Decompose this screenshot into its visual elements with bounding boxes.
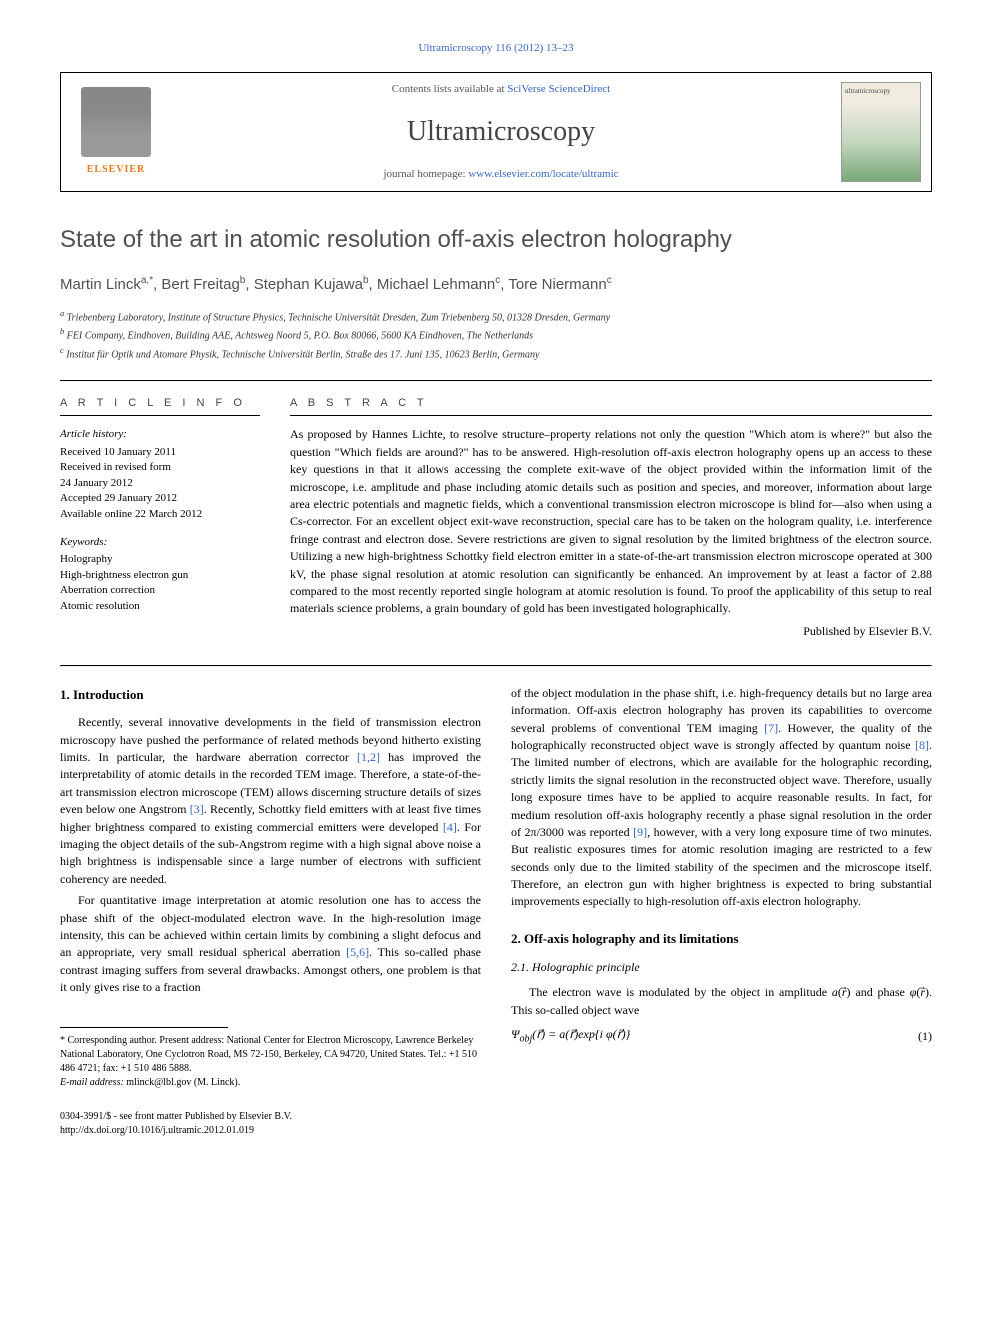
body-columns: 1. Introduction Recently, several innova…: [60, 685, 932, 1138]
divider: [60, 380, 932, 381]
email-footnote: E-mail address: mlinck@lbl.gov (M. Linck…: [60, 1076, 481, 1090]
history-item: Accepted 29 January 2012: [60, 491, 260, 506]
sciencedirect-link[interactable]: SciVerse ScienceDirect: [507, 83, 610, 95]
publisher-line: Published by Elsevier B.V.: [290, 622, 932, 640]
elsevier-logo-block: ELSEVIER: [61, 73, 171, 191]
body-paragraph: Recently, several innovative development…: [60, 714, 481, 888]
left-column: 1. Introduction Recently, several innova…: [60, 685, 481, 1138]
journal-title: Ultramicroscopy: [171, 111, 831, 153]
equation-number: (1): [918, 1027, 932, 1045]
abstract-heading: A B S T R A C T: [290, 395, 932, 412]
journal-cover-thumbnail: ultramicroscopy: [841, 82, 921, 182]
email-label: E-mail address:: [60, 1077, 124, 1088]
header-center: Contents lists available at SciVerse Sci…: [171, 73, 831, 191]
history-item: Received 10 January 2011: [60, 445, 260, 460]
homepage-link[interactable]: www.elsevier.com/locate/ultramic: [468, 168, 618, 180]
abstract-block: A B S T R A C T As proposed by Hannes Li…: [290, 395, 932, 640]
affiliation-a: a Triebenberg Laboratory, Institute of S…: [60, 308, 932, 325]
history-item: 24 January 2012: [60, 476, 260, 491]
footer-line-2: http://dx.doi.org/10.1016/j.ultramic.201…: [60, 1124, 481, 1138]
article-info-heading: A R T I C L E I N F O: [60, 395, 260, 412]
authors-line: Martin Lincka,*, Bert Freitagb, Stephan …: [60, 273, 932, 297]
elsevier-tree-icon: [81, 87, 151, 157]
footnote-rule: [60, 1027, 228, 1028]
info-rule: [60, 415, 260, 416]
abstract-rule: [290, 415, 932, 416]
body-paragraph: The electron wave is modulated by the ob…: [511, 984, 932, 1019]
article-info-block: A R T I C L E I N F O Article history: R…: [60, 395, 260, 640]
equation-1: Ψobj(r⃗) = a(r⃗)exp{i φ(r⃗)} (1): [511, 1025, 932, 1046]
keyword-item: Atomic resolution: [60, 599, 260, 614]
corresponding-author-footnote: * Corresponding author. Present address:…: [60, 1034, 481, 1076]
homepage-prefix: journal homepage:: [383, 168, 468, 180]
keyword-item: Aberration correction: [60, 583, 260, 598]
affiliation-c: c Institut für Optik und Atomare Physik,…: [60, 345, 932, 362]
footer-line-1: 0304-3991/$ - see front matter Published…: [60, 1110, 481, 1124]
equation-expression: Ψobj(r⃗) = a(r⃗)exp{i φ(r⃗)}: [511, 1025, 630, 1046]
abstract-text: As proposed by Hannes Lichte, to resolve…: [290, 426, 932, 617]
journal-header: ELSEVIER Contents lists available at Sci…: [60, 72, 932, 192]
elsevier-label: ELSEVIER: [87, 162, 146, 177]
contents-prefix: Contents lists available at: [392, 83, 507, 95]
history-item: Received in revised form: [60, 460, 260, 475]
keywords-label: Keywords:: [60, 534, 260, 551]
body-paragraph: For quantitative image interpretation at…: [60, 892, 481, 996]
keyword-item: High-brightness electron gun: [60, 568, 260, 583]
article-title: State of the art in atomic resolution of…: [60, 222, 932, 258]
history-label: Article history:: [60, 426, 260, 443]
section-1-heading: 1. Introduction: [60, 685, 481, 705]
cover-thumbnail-block: ultramicroscopy: [831, 73, 931, 191]
homepage-line: journal homepage: www.elsevier.com/locat…: [171, 166, 831, 183]
subsection-2-1-heading: 2.1. Holographic principle: [511, 958, 932, 976]
section-divider: [60, 665, 932, 667]
history-item: Available online 22 March 2012: [60, 507, 260, 522]
cover-thumb-label: ultramicroscopy: [845, 86, 891, 97]
contents-line: Contents lists available at SciVerse Sci…: [171, 81, 831, 98]
affiliation-b: b FEI Company, Eindhoven, Building AAE, …: [60, 326, 932, 343]
email-value: mlinck@lbl.gov (M. Linck).: [126, 1077, 240, 1088]
affiliations: a Triebenberg Laboratory, Institute of S…: [60, 308, 932, 362]
footer-block: 0304-3991/$ - see front matter Published…: [60, 1110, 481, 1138]
info-abstract-row: A R T I C L E I N F O Article history: R…: [60, 395, 932, 640]
right-column: of the object modulation in the phase sh…: [511, 685, 932, 1138]
journal-reference: Ultramicroscopy 116 (2012) 13–23: [60, 40, 932, 57]
section-2-heading: 2. Off-axis holography and its limitatio…: [511, 929, 932, 949]
body-paragraph: of the object modulation in the phase sh…: [511, 685, 932, 911]
keyword-item: Holography: [60, 552, 260, 567]
